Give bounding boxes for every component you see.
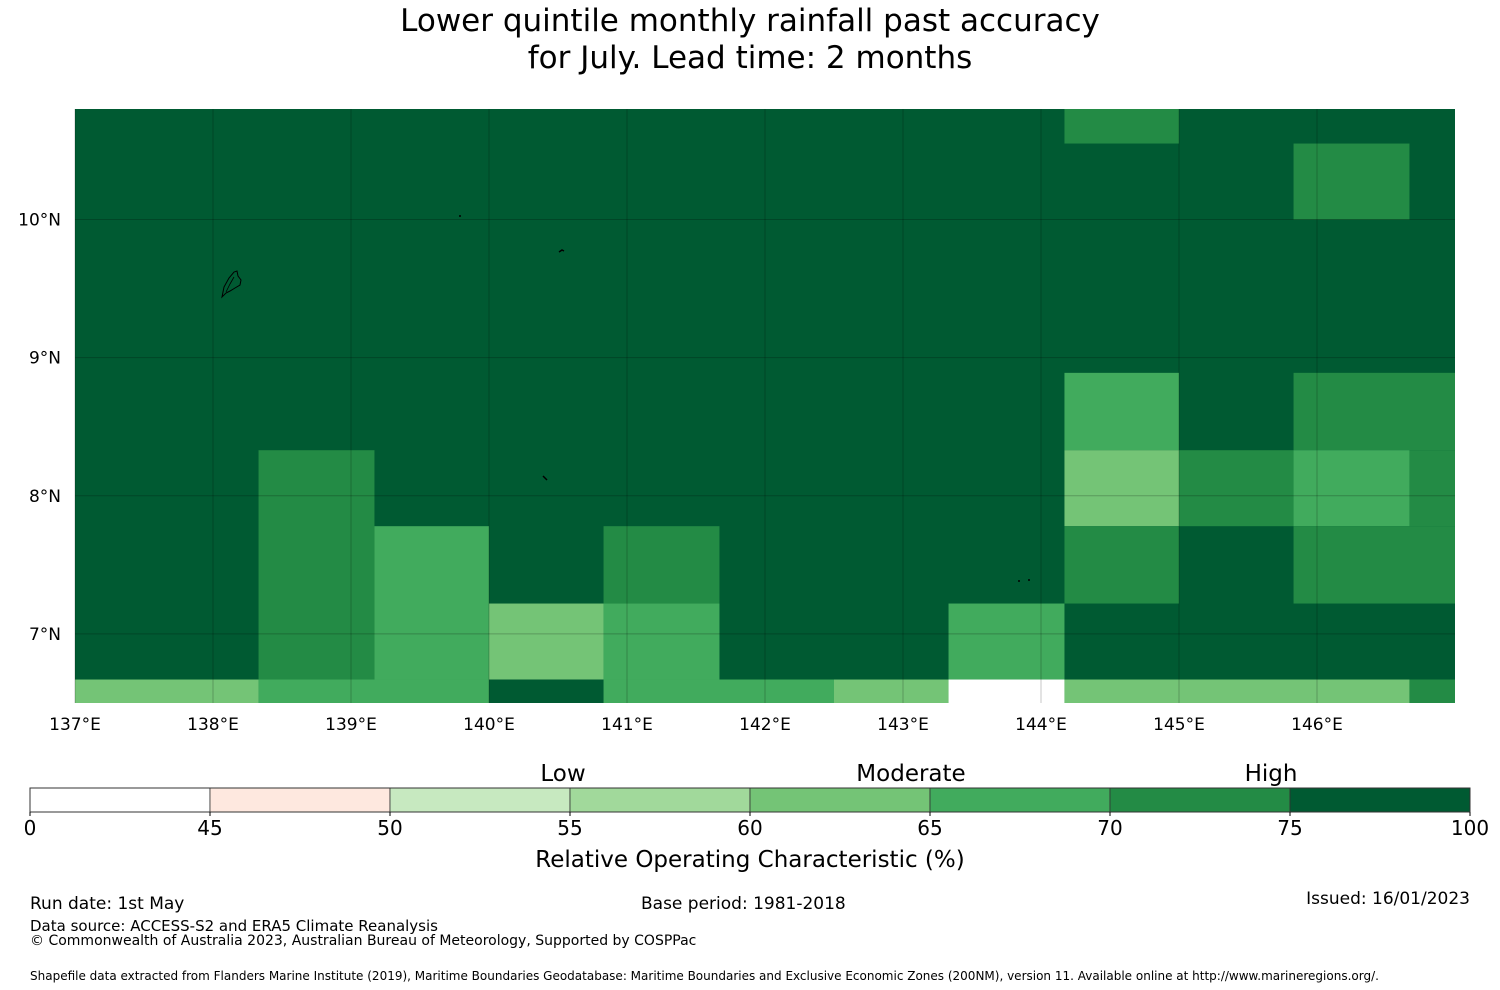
y-tick-label: 7°N: [29, 625, 61, 645]
heatmap-cell: [1409, 679, 1455, 703]
heatmap-cell: [374, 526, 489, 680]
issued-date: Issued: 16/01/2023: [1306, 889, 1470, 909]
colorbar-tick-label: 0: [24, 816, 37, 840]
heatmap-cell: [1064, 109, 1179, 144]
x-tick-label: 142°E: [739, 715, 791, 735]
island-outline: [1028, 579, 1030, 581]
colorbar-category-low: Low: [540, 761, 585, 787]
colorbar-swatch: [389, 787, 571, 813]
heatmap-cell: [1064, 526, 1179, 604]
island-outline: [542, 475, 548, 481]
colorbar-swatch: [1109, 787, 1291, 813]
x-tick-label: 139°E: [325, 715, 377, 735]
colorbar-tick-label: 55: [557, 816, 582, 840]
colorbar-tick-label: 60: [737, 816, 762, 840]
heatmap-cell: [1179, 450, 1294, 527]
colorbar-tick-label: 100: [1451, 816, 1489, 840]
island-outline: [221, 270, 242, 299]
x-tick-label: 140°E: [463, 715, 515, 735]
x-tick-label: 143°E: [877, 715, 929, 735]
colorbar-tick-label: 75: [1277, 816, 1302, 840]
heatmap-cell: [1064, 450, 1179, 527]
colorbar-swatch: [749, 787, 931, 813]
y-tick-label: 8°N: [29, 487, 61, 507]
island-outline: [459, 215, 461, 217]
heatmap-cell: [834, 679, 949, 703]
colorbar-swatch: [569, 787, 751, 813]
base-period: Base period: 1981-2018: [641, 894, 846, 914]
island-outlines: [221, 215, 1030, 582]
island-outline: [1018, 580, 1020, 582]
colorbar-category-high: High: [1245, 761, 1298, 787]
data-source: Data source: ACCESS-S2 and ERA5 Climate …: [30, 917, 438, 935]
x-axis-ticks: 137°E 138°E 139°E 140°E 141°E 142°E 143°E 144°E…: [49, 715, 1343, 735]
heatmap-cell: [1293, 450, 1410, 527]
heatmap-cell: [1064, 372, 1179, 451]
heatmap-cell: [489, 679, 604, 703]
colorbar-axis-label: Relative Operating Characteristic (%): [535, 847, 964, 873]
heatmap-cell: [1064, 679, 1410, 703]
map-title-line-1: Lower quintile monthly rainfall past acc…: [400, 3, 1100, 39]
heatmap-cell: [489, 603, 604, 680]
heatmap-cell: [603, 679, 834, 703]
colorbar-swatch: [1289, 787, 1471, 813]
heatmap-cell: [603, 526, 720, 604]
x-tick-label: 141°E: [601, 715, 653, 735]
x-tick-label: 137°E: [49, 715, 101, 735]
heatmap-cell: [1293, 526, 1455, 604]
heatmap-cell: [1293, 372, 1455, 451]
map-gridlines: [74, 109, 1455, 703]
heatmap-cell: [75, 679, 259, 703]
heatmap-cell: [258, 679, 489, 703]
colorbar-swatch: [29, 787, 211, 813]
island-outline: [225, 276, 235, 293]
colorbar-tick-label: 65: [917, 816, 942, 840]
map-title-line-2: for July. Lead time: 2 months: [527, 40, 973, 76]
heatmap-cell: [1293, 143, 1410, 220]
y-axis-ticks: 7°N 8°N 9°N 10°N: [18, 211, 61, 645]
x-tick-label: 138°E: [187, 715, 239, 735]
heatmap-cell: [603, 603, 720, 680]
colorbar-swatch: [929, 787, 1111, 813]
shapefile-attribution: Shapefile data extracted from Flanders M…: [30, 969, 1379, 983]
heatmap-cell: [948, 679, 1065, 703]
x-tick-label: 146°E: [1291, 715, 1343, 735]
heatmap-cell: [948, 603, 1065, 680]
colorbar-tick-label: 45: [197, 816, 222, 840]
x-tick-label: 145°E: [1153, 715, 1205, 735]
colorbar: 0 45 50 55 60 65 70 75 100 Low Moderate High Rel…: [24, 761, 1489, 873]
heatmap-cell: [258, 450, 375, 680]
colorbar-tick-label: 70: [1097, 816, 1122, 840]
y-tick-label: 10°N: [18, 211, 61, 231]
colorbar-category-moderate: Moderate: [856, 761, 965, 787]
copyright-notice: © Commonwealth of Australia 2023, Austra…: [30, 933, 697, 949]
heatmap-cell: [1409, 450, 1455, 527]
colorbar-swatch: [209, 787, 391, 813]
run-date: Run date: 1st May: [30, 894, 185, 914]
island-outline: [558, 249, 565, 253]
heatmap-cells: [75, 109, 1455, 703]
colorbar-tick-label: 50: [377, 816, 402, 840]
y-tick-label: 9°N: [29, 349, 61, 369]
x-tick-label: 144°E: [1015, 715, 1067, 735]
